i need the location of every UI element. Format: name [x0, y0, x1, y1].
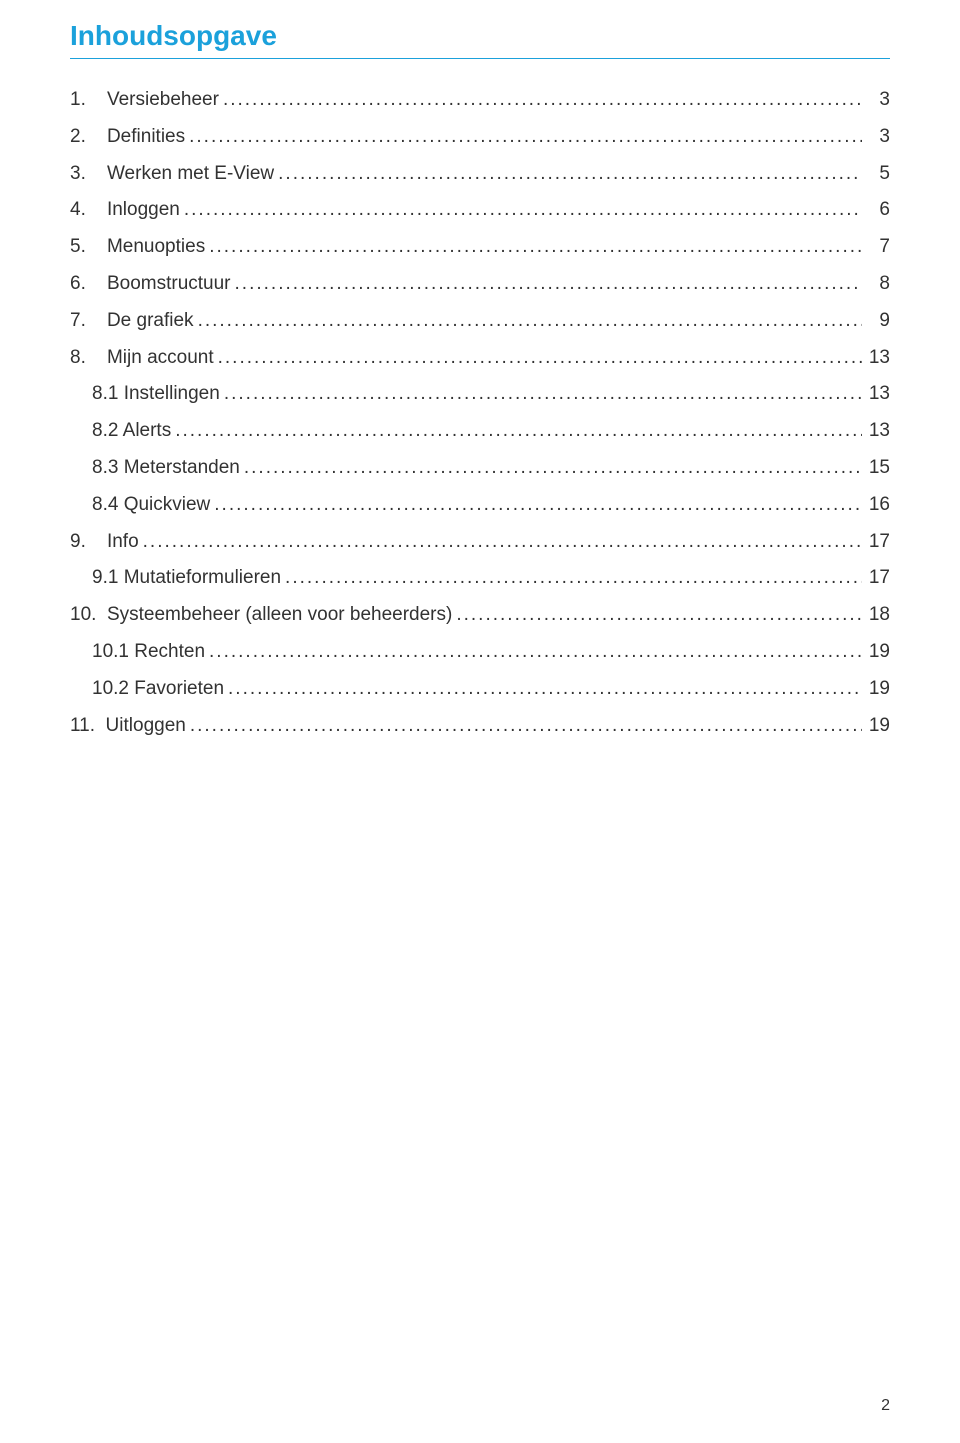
- toc-entry[interactable]: 6. Boomstructuur........................…: [70, 273, 890, 296]
- toc-entry-label: 7. De grafiek: [70, 310, 194, 333]
- toc-entry[interactable]: 4. Inloggen.............................…: [70, 199, 890, 222]
- toc-entry-label: 10.1 Rechten: [92, 641, 205, 664]
- toc-entry-page: 5: [862, 163, 890, 186]
- toc-entry-label: 8.4 Quickview: [92, 494, 210, 517]
- toc-entry-label: 6. Boomstructuur: [70, 273, 231, 296]
- toc-entry-label: 11. Uitloggen: [70, 715, 186, 738]
- toc-entry-page: 17: [862, 567, 890, 590]
- toc-entry[interactable]: 8.3 Meterstanden........................…: [70, 457, 890, 480]
- toc-entry-page: 19: [862, 715, 890, 738]
- toc-leader-dots: ........................................…: [274, 163, 862, 186]
- toc-entry[interactable]: 8.4 Quickview...........................…: [70, 494, 890, 517]
- toc-entry-page: 13: [862, 420, 890, 443]
- toc-leader-dots: ........................................…: [194, 310, 862, 333]
- toc-entry[interactable]: 8.1 Instellingen........................…: [70, 383, 890, 406]
- toc-entry-page: 3: [862, 89, 890, 112]
- document-page: Inhoudsopgave 1. Versiebeheer...........…: [0, 0, 960, 1443]
- toc-entry-page: 9: [862, 310, 890, 333]
- toc-entry-page: 16: [862, 494, 890, 517]
- toc-entry-page: 17: [862, 531, 890, 554]
- toc-leader-dots: ........................................…: [220, 383, 862, 406]
- toc-entry-page: 18: [862, 604, 890, 627]
- toc-leader-dots: ........................................…: [219, 89, 862, 112]
- toc-entry-label: 9.1 Mutatieformulieren: [92, 567, 281, 590]
- toc-entry-page: 15: [862, 457, 890, 480]
- toc-entry-label: 8.2 Alerts: [92, 420, 171, 443]
- toc-entry-label: 10. Systeembeheer (alleen voor beheerder…: [70, 604, 452, 627]
- toc-entry-label: 9. Info: [70, 531, 139, 554]
- toc-entry-label: 8.1 Instellingen: [92, 383, 220, 406]
- toc-leader-dots: ........................................…: [185, 126, 862, 149]
- toc-title: Inhoudsopgave: [70, 20, 890, 52]
- toc-entry-label: 2. Definities: [70, 126, 185, 149]
- toc-entry-page: 13: [862, 383, 890, 406]
- toc-leader-dots: ........................................…: [214, 347, 862, 370]
- toc-entry[interactable]: 2. Definities...........................…: [70, 126, 890, 149]
- toc-entries: 1. Versiebeheer.........................…: [70, 89, 890, 737]
- toc-entry[interactable]: 3. Werken met E-View....................…: [70, 163, 890, 186]
- title-underline: Inhoudsopgave: [70, 20, 890, 59]
- toc-leader-dots: ........................................…: [240, 457, 862, 480]
- toc-entry[interactable]: 1. Versiebeheer.........................…: [70, 89, 890, 112]
- toc-entry-page: 13: [862, 347, 890, 370]
- toc-entry[interactable]: 9. Info.................................…: [70, 531, 890, 554]
- toc-entry-label: 8. Mijn account: [70, 347, 214, 370]
- toc-entry[interactable]: 10. Systeembeheer (alleen voor beheerder…: [70, 604, 890, 627]
- toc-entry-label: 5. Menuopties: [70, 236, 205, 259]
- toc-leader-dots: ........................................…: [186, 715, 862, 738]
- toc-leader-dots: ........................................…: [205, 236, 862, 259]
- toc-entry-label: 8.3 Meterstanden: [92, 457, 240, 480]
- toc-entry-page: 6: [862, 199, 890, 222]
- toc-entry-label: 10.2 Favorieten: [92, 678, 224, 701]
- toc-entry[interactable]: 9.1 Mutatieformulieren..................…: [70, 567, 890, 590]
- page-number: 2: [881, 1397, 890, 1415]
- toc-leader-dots: ........................................…: [139, 531, 862, 554]
- toc-entry[interactable]: 10.2 Favorieten.........................…: [70, 678, 890, 701]
- toc-entry[interactable]: 5. Menuopties...........................…: [70, 236, 890, 259]
- toc-entry-label: 1. Versiebeheer: [70, 89, 219, 112]
- toc-entry-page: 7: [862, 236, 890, 259]
- toc-leader-dots: ........................................…: [210, 494, 862, 517]
- toc-entry-page: 19: [862, 678, 890, 701]
- toc-entry-label: 3. Werken met E-View: [70, 163, 274, 186]
- toc-entry-page: 8: [862, 273, 890, 296]
- toc-entry[interactable]: 10.1 Rechten............................…: [70, 641, 890, 664]
- toc-entry[interactable]: 8. Mijn account.........................…: [70, 347, 890, 370]
- toc-leader-dots: ........................................…: [231, 273, 862, 296]
- toc-leader-dots: ........................................…: [224, 678, 862, 701]
- toc-leader-dots: ........................................…: [171, 420, 862, 443]
- toc-leader-dots: ........................................…: [180, 199, 862, 222]
- toc-leader-dots: ........................................…: [452, 604, 862, 627]
- toc-entry[interactable]: 8.2 Alerts..............................…: [70, 420, 890, 443]
- toc-entry-label: 4. Inloggen: [70, 199, 180, 222]
- toc-entry[interactable]: 11. Uitloggen...........................…: [70, 715, 890, 738]
- toc-entry-page: 19: [862, 641, 890, 664]
- toc-entry-page: 3: [862, 126, 890, 149]
- toc-leader-dots: ........................................…: [205, 641, 862, 664]
- toc-entry[interactable]: 7. De grafiek...........................…: [70, 310, 890, 333]
- toc-leader-dots: ........................................…: [281, 567, 862, 590]
